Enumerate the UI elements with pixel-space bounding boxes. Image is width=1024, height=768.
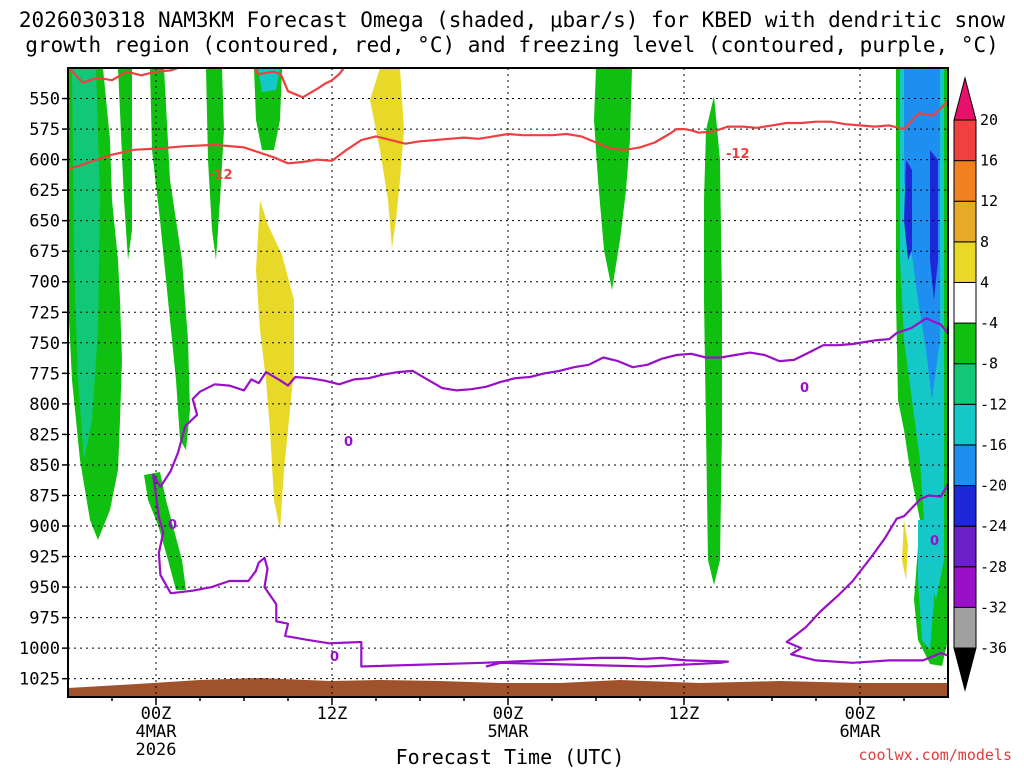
colorbar-swatch [953, 322, 977, 365]
omega-shade-green-mid-3 [594, 68, 632, 290]
colorbar-label: -20 [980, 477, 1007, 495]
x-tick-label: 2026 [136, 740, 177, 760]
colorbar-label: -12 [980, 395, 1007, 413]
y-tick-label: 650 [29, 212, 60, 232]
y-tick-label: 725 [29, 303, 60, 323]
colorbar-label: -36 [980, 639, 1007, 657]
y-tick-label: 550 [29, 90, 60, 110]
colorbar-swatch [953, 525, 977, 568]
x-tick-label: 00Z [845, 704, 876, 724]
x-tick-label: 6MAR [840, 722, 882, 742]
dgz-contour-label: -12 [209, 168, 233, 183]
y-tick-label: 800 [29, 395, 60, 415]
x-axis-title: Forecast Time (UTC) [396, 745, 625, 768]
omega-shade-yellow-2 [256, 200, 294, 530]
colorbar-swatch [953, 566, 977, 608]
omega-shade-green-right-bottom [918, 520, 934, 650]
x-tick-label: 12Z [669, 704, 700, 724]
colorbar-swatch [953, 200, 977, 243]
colorbar-label: -4 [980, 314, 998, 332]
colorbar-label: -16 [980, 436, 1007, 454]
omega-shade-green-left-4 [144, 472, 186, 590]
y-tick-label: 925 [29, 548, 60, 568]
y-tick-label: 875 [29, 486, 60, 506]
colorbar-swatch [953, 119, 977, 162]
y-axis: 550 575 600 625 650 675 700 725 750 775 800 825 850 8… [19, 90, 68, 690]
contour-line [252, 68, 346, 99]
omega-shade-dblue-right [904, 160, 912, 260]
colorbar: -36 -32 -28 -24 -20 -16 -12 -8 -4 4 8 12 16 20 [953, 76, 1007, 692]
colorbar-label: 16 [980, 152, 998, 170]
y-tick-label: 975 [29, 609, 60, 629]
contour-line [68, 100, 948, 171]
colorbar-swatch [953, 606, 977, 649]
plot-grid [68, 68, 948, 697]
omega-shade-green-mid-1 [206, 68, 224, 260]
colorbar-swatch [953, 363, 977, 405]
contour-line [152, 317, 948, 668]
freezing-contour-label: 0 [330, 650, 339, 665]
colorbar-swatch [953, 444, 977, 487]
omega-shade-green-left-3 [150, 68, 190, 450]
y-tick-label: 825 [29, 425, 60, 445]
y-tick-label: 1025 [19, 670, 60, 690]
y-tick-label: 750 [29, 334, 60, 354]
omega-shade-yellow-1 [370, 68, 404, 248]
colorbar-swatch [953, 647, 977, 692]
omega-shade-green-left-2 [118, 68, 132, 260]
x-tick-label: 12Z [317, 704, 348, 724]
watermark: coolwx.com/models [858, 746, 1012, 764]
dgz-contour-label: -12 [726, 147, 750, 162]
y-tick-label: 700 [29, 273, 60, 293]
colorbar-label: 20 [980, 111, 998, 129]
omega-shade-dblue-right-2 [930, 150, 938, 300]
freezing-contour-label: 0 [930, 534, 939, 549]
colorbar-label: -28 [980, 558, 1007, 576]
colorbar-swatch [953, 485, 977, 527]
x-tick-label: 00Z [141, 704, 172, 724]
colorbar-swatch [953, 281, 977, 324]
freezing-contour-label: 0 [800, 381, 809, 396]
chart-title-line-2: growth region (contoured, red, °C) and f… [25, 33, 999, 57]
omega-shade-yellow-3 [902, 520, 908, 580]
contour-line [68, 68, 182, 84]
y-tick-label: 900 [29, 517, 60, 537]
colorbar-label: 12 [980, 192, 998, 210]
x-tick-label: 00Z [493, 704, 524, 724]
y-tick-label: 775 [29, 364, 60, 384]
colorbar-label: -24 [980, 517, 1007, 535]
colorbar-label: -8 [980, 355, 998, 373]
omega-shade-blue-right [904, 68, 940, 400]
y-tick-label: 625 [29, 181, 60, 201]
colorbar-label: 8 [980, 233, 989, 251]
y-tick-label: 1000 [19, 639, 60, 659]
colorbar-swatch [953, 160, 977, 202]
y-tick-label: 575 [29, 120, 60, 140]
contour-labels: -12 -12 0 0 0 0 0 [168, 147, 939, 665]
chart-title-line-1: 2026030318 NAM3KM Forecast Omega (shaded… [19, 8, 1006, 32]
y-tick-label: 600 [29, 151, 60, 171]
contour-line [785, 483, 948, 664]
x-tick-label: 4MAR [136, 722, 178, 742]
colorbar-swatch [953, 403, 977, 446]
colorbar-label: -32 [980, 598, 1007, 616]
y-tick-label: 850 [29, 456, 60, 476]
freezing-contour-label: 0 [344, 435, 353, 450]
omega-shade-green-mid-4 [704, 96, 722, 585]
contour-lines [68, 68, 948, 668]
x-tick-label: 5MAR [488, 722, 530, 742]
colorbar-swatch [953, 76, 977, 121]
y-tick-label: 675 [29, 242, 60, 262]
y-tick-label: 950 [29, 578, 60, 598]
colorbar-label: 4 [980, 273, 989, 291]
colorbar-swatch [953, 241, 977, 283]
freezing-contour-label: 0 [168, 518, 177, 533]
